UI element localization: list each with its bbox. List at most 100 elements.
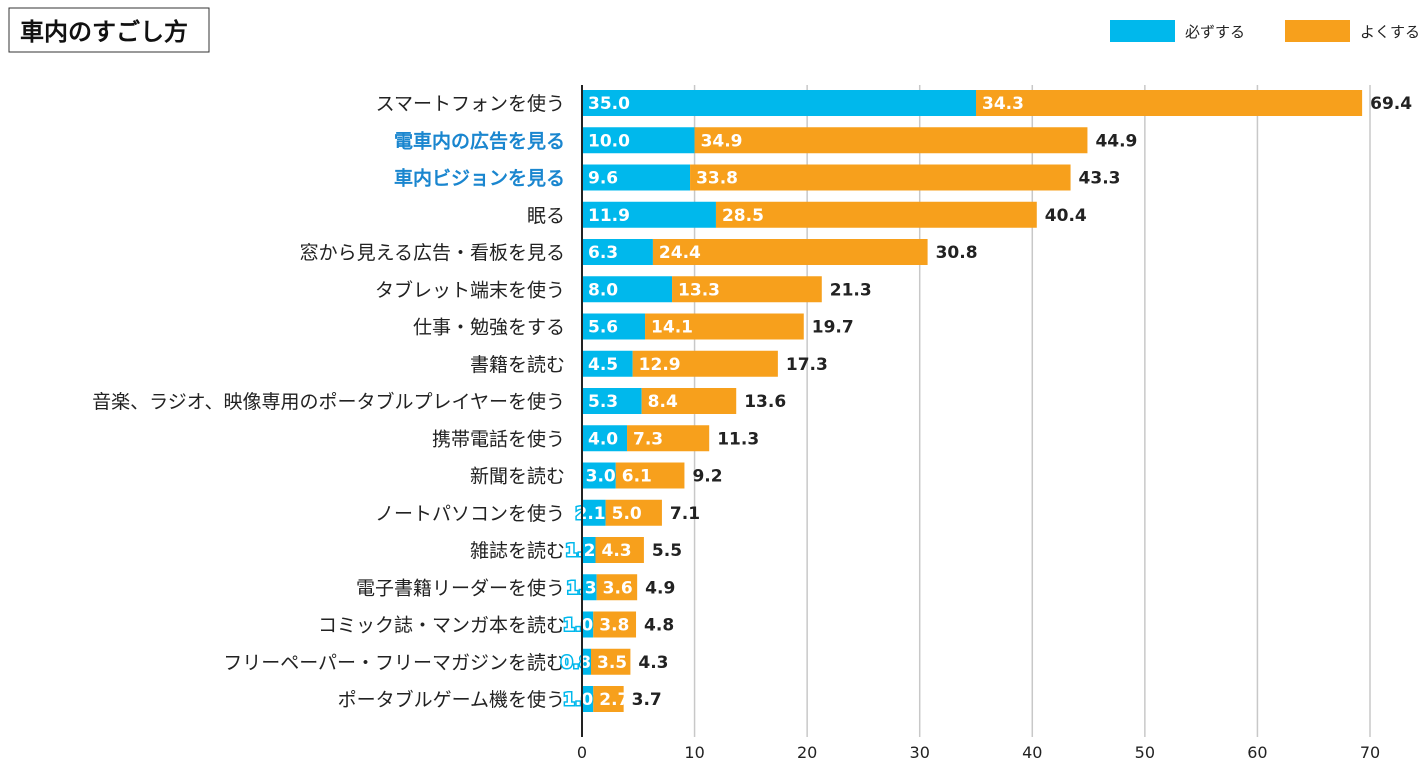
category-label: 書籍を読む bbox=[470, 354, 565, 376]
data-label: 35.0 bbox=[588, 94, 630, 114]
bar-segment bbox=[582, 313, 646, 340]
category-label: 車内ビジョンを見る bbox=[394, 167, 565, 190]
bar-segment bbox=[593, 686, 624, 712]
data-label: 13.3 bbox=[678, 280, 720, 300]
data-label: 6.1 bbox=[622, 467, 652, 487]
category-label: スマートフォンを使う bbox=[376, 93, 565, 115]
data-label: 1.0 bbox=[563, 616, 593, 636]
data-label: 14.1 bbox=[651, 318, 693, 338]
total-label: 69.4 bbox=[1370, 94, 1412, 114]
x-tick-label: 20 bbox=[797, 743, 817, 762]
bar-segment bbox=[582, 388, 642, 414]
total-label: 5.5 bbox=[652, 541, 682, 561]
bar-segment bbox=[582, 90, 976, 116]
category-label: ポータブルゲーム機を使う bbox=[338, 688, 565, 711]
data-label: 11.9 bbox=[588, 206, 630, 226]
category-label: 新聞を読む bbox=[470, 466, 565, 488]
bar-segment bbox=[715, 201, 1037, 228]
category-label: 窓から見える広告・看板を見る bbox=[300, 242, 565, 264]
data-label: 3.8 bbox=[599, 616, 629, 636]
legend-label: 必ずする bbox=[1185, 23, 1245, 41]
bar-segment bbox=[652, 239, 928, 265]
x-tick-label: 60 bbox=[1247, 743, 1267, 762]
category-label: 眠る bbox=[527, 205, 565, 227]
total-label: 21.3 bbox=[830, 280, 872, 300]
category-label: フリーペーパー・フリーマガジンを読む bbox=[223, 652, 565, 674]
total-label: 4.9 bbox=[645, 578, 675, 598]
bar-segment bbox=[591, 648, 631, 675]
data-label: 0.8 bbox=[561, 653, 591, 673]
data-label: 8.4 bbox=[648, 392, 678, 412]
data-label: 28.5 bbox=[722, 206, 764, 226]
bar-segment bbox=[641, 388, 737, 414]
bar-segment bbox=[582, 537, 596, 563]
category-label: コミック誌・マンガ本を読む bbox=[318, 615, 565, 637]
bar-segment bbox=[627, 425, 710, 452]
bar-segment bbox=[582, 686, 594, 712]
x-tick-label: 70 bbox=[1360, 743, 1380, 762]
bar-segment bbox=[694, 127, 1088, 154]
data-label: 12.9 bbox=[639, 355, 681, 375]
bar-segment bbox=[605, 499, 662, 526]
data-label: 3.0 bbox=[586, 467, 616, 487]
bar-segment bbox=[582, 164, 691, 191]
data-label: 7.3 bbox=[633, 429, 663, 449]
title-box bbox=[8, 7, 210, 53]
category-label: 仕事・勉強をする bbox=[413, 317, 565, 339]
data-label: 2.1 bbox=[576, 504, 606, 524]
bar-segment bbox=[582, 574, 597, 601]
data-label: 1.2 bbox=[565, 541, 595, 561]
data-label: 34.9 bbox=[701, 131, 743, 151]
data-label: 4.3 bbox=[602, 541, 632, 561]
x-tick-label: 40 bbox=[1022, 743, 1042, 762]
x-tick-label: 10 bbox=[684, 743, 704, 762]
category-label: 音楽、ラジオ、映像専用のポータブルプレイヤーを使う bbox=[92, 390, 565, 413]
total-label: 40.4 bbox=[1045, 206, 1087, 226]
legend: 必ずする よくする bbox=[1110, 20, 1420, 42]
bar-segment bbox=[672, 276, 822, 303]
total-label: 19.7 bbox=[812, 318, 854, 338]
total-label: 7.1 bbox=[670, 504, 700, 524]
total-label: 4.8 bbox=[644, 616, 674, 636]
bar-segment bbox=[582, 611, 594, 638]
total-label: 3.7 bbox=[632, 690, 662, 710]
data-label: 24.4 bbox=[659, 243, 701, 263]
total-label: 11.3 bbox=[717, 429, 759, 449]
total-label: 30.8 bbox=[936, 243, 978, 263]
x-tick-label: 30 bbox=[910, 743, 930, 762]
category-label: 携帯電話を使う bbox=[432, 428, 565, 450]
total-label: 17.3 bbox=[786, 355, 828, 375]
total-label: 43.3 bbox=[1079, 169, 1121, 189]
bar-segment bbox=[582, 201, 716, 228]
data-label: 6.3 bbox=[588, 243, 618, 263]
bar-segment bbox=[582, 276, 673, 303]
data-label: 5.6 bbox=[588, 318, 618, 338]
bar-segment bbox=[645, 313, 804, 340]
bar-segment bbox=[582, 462, 616, 489]
gridlines bbox=[693, 85, 1371, 737]
data-label: 2.7 bbox=[599, 690, 629, 710]
category-label: 電子書籍リーダーを使う bbox=[356, 577, 565, 599]
chart-title: 車内のすごし方 bbox=[20, 18, 188, 46]
data-label: 9.6 bbox=[588, 169, 618, 189]
data-label: 8.0 bbox=[588, 280, 618, 300]
x-tick-label: 50 bbox=[1135, 743, 1155, 762]
category-label: タブレット端末を使う bbox=[375, 278, 565, 301]
bar-segment bbox=[582, 239, 653, 265]
bar-segment bbox=[582, 350, 633, 377]
category-label: ノートパソコンを使う bbox=[375, 503, 565, 525]
bars: スマートフォンを使う 35.0 34.3 69.4 電車内の広告を見る 10.0 34.9 4… bbox=[92, 90, 1412, 712]
data-label: 5.3 bbox=[588, 392, 618, 412]
bar-segment bbox=[582, 425, 628, 452]
x-axis-ticks: 0 10 20 30 40 50 60 70 bbox=[577, 743, 1380, 762]
bar-segment bbox=[593, 611, 637, 638]
legend-label: よくする bbox=[1360, 23, 1420, 41]
total-label: 44.9 bbox=[1095, 131, 1137, 151]
category-label: 雑誌を読む bbox=[470, 540, 565, 562]
bar-segment bbox=[632, 350, 778, 377]
data-label: 10.0 bbox=[588, 131, 630, 151]
bar-segment bbox=[976, 90, 1363, 116]
bar-segment bbox=[596, 574, 638, 601]
total-label: 4.3 bbox=[638, 653, 668, 673]
total-label: 13.6 bbox=[744, 392, 786, 412]
